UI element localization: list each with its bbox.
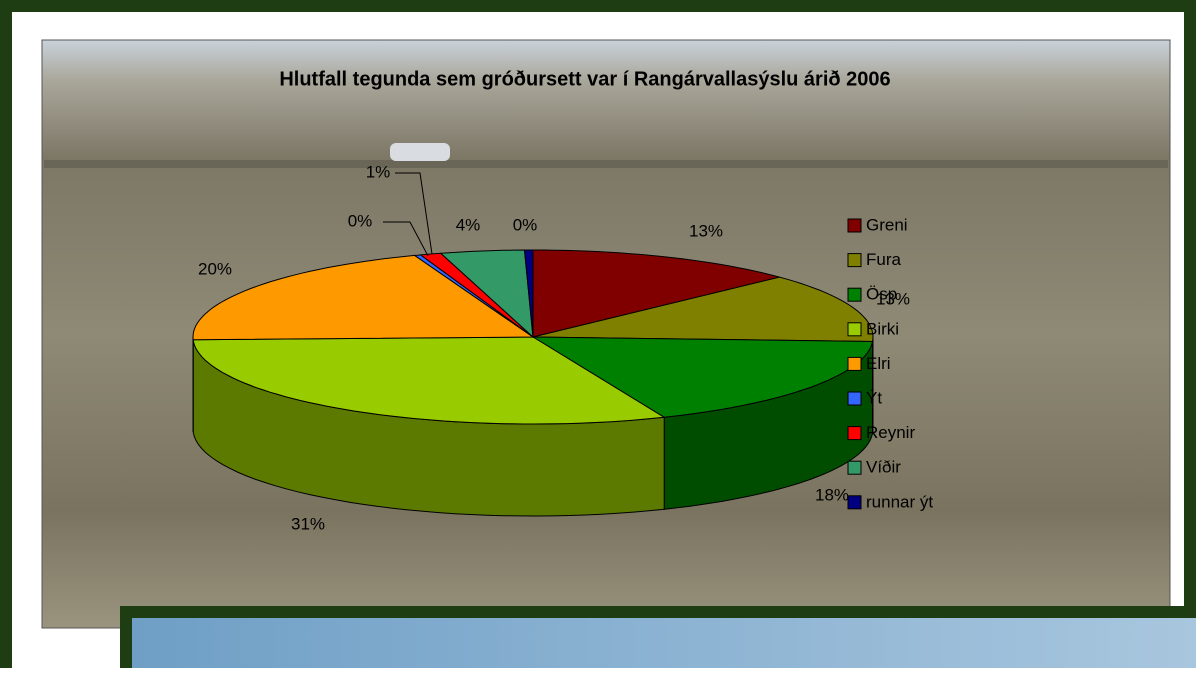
legend-label: Reynir <box>866 423 915 442</box>
car <box>390 143 450 161</box>
legend-swatch <box>848 288 861 301</box>
legend-swatch <box>848 323 861 336</box>
legend-swatch <box>848 461 861 474</box>
data-label: 1% <box>366 162 391 181</box>
legend-label: Birki <box>866 319 899 338</box>
legend-swatch <box>848 392 861 405</box>
legend-swatch <box>848 427 861 440</box>
data-label: 0% <box>513 215 538 234</box>
chart-title: Hlutfall tegunda sem gróðursett var í Ra… <box>279 68 890 90</box>
data-label: 20% <box>198 259 232 278</box>
legend-label: Ösp <box>866 285 897 304</box>
data-label: 4% <box>456 215 481 234</box>
legend-swatch <box>848 496 861 509</box>
legend-label: Greni <box>866 215 908 234</box>
data-label: 31% <box>291 514 325 533</box>
road <box>44 160 1168 168</box>
legend-swatch <box>848 254 861 267</box>
legend-swatch <box>848 357 861 370</box>
data-label: 18% <box>815 485 849 504</box>
second-chart-background <box>132 618 1196 668</box>
legend-label: Ýt <box>866 388 882 407</box>
data-label: 0% <box>348 211 373 230</box>
data-label: 13% <box>689 221 723 240</box>
legend-swatch <box>848 219 861 232</box>
legend-label: Elri <box>866 354 891 373</box>
legend-label: Fura <box>866 250 902 269</box>
legend-label: runnar ýt <box>866 492 933 511</box>
legend-label: Víðir <box>866 458 901 477</box>
